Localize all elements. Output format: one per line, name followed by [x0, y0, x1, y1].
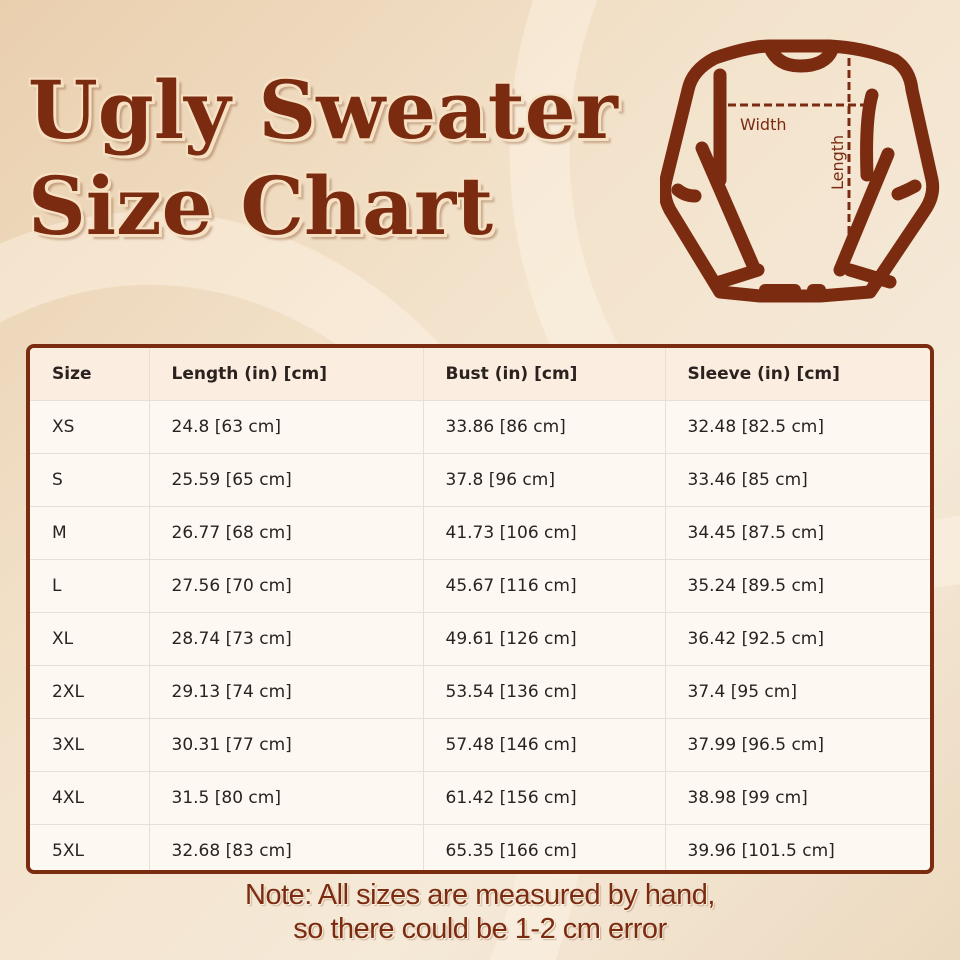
column-header: Length (in) [cm] — [148, 348, 424, 401]
table-row: 4XL 31.5 [80 cm] 61.42 [156 cm] 38.98 [99 c… — [30, 771, 930, 825]
table-row: XL 28.74 [73 cm] 49.61 [126 cm] 36.42 [92.5… — [30, 612, 930, 666]
table-cell: 37.8 [96 cm] — [422, 453, 666, 507]
note-line-1: Note: All sizes are measured by hand, — [245, 879, 715, 911]
table-cell: XL — [30, 612, 150, 666]
table-cell: 45.67 [116 cm] — [422, 559, 666, 613]
measurement-note: Note: All sizes are measured by hand, so… — [0, 878, 960, 946]
table-cell: 38.98 [99 cm] — [664, 771, 930, 825]
table-row: 3XL 30.31 [77 cm] 57.48 [146 cm] 37.99 [96.… — [30, 718, 930, 772]
table-cell: 32.48 [82.5 cm] — [664, 400, 930, 454]
page-title: Ugly Sweater Size Chart — [28, 62, 618, 254]
table-cell: S — [30, 453, 150, 507]
title-line-1: Ugly Sweater — [28, 63, 618, 157]
table-cell: 24.8 [63 cm] — [148, 400, 424, 454]
sweater-icon: Width Length — [660, 39, 940, 303]
table-cell: 3XL — [30, 718, 150, 772]
table-cell: 4XL — [30, 771, 150, 825]
table-cell: 65.35 [166 cm] — [422, 824, 666, 870]
table-cell: 25.59 [65 cm] — [148, 453, 424, 507]
table-cell: 39.96 [101.5 cm] — [664, 824, 930, 870]
table-row: M 26.77 [68 cm] 41.73 [106 cm] 34.45 [87.5 … — [30, 506, 930, 560]
table-row: XS 24.8 [63 cm] 33.86 [86 cm] 32.48 [82.5 c… — [30, 400, 930, 454]
table-header-row: Size Length (in) [cm] Bust (in) [cm] Sleeve… — [30, 348, 930, 401]
column-header: Size — [30, 348, 150, 401]
table-cell: 33.46 [85 cm] — [664, 453, 930, 507]
table-cell: 29.13 [74 cm] — [148, 665, 424, 719]
table-cell: XS — [30, 400, 150, 454]
table-cell: 37.4 [95 cm] — [664, 665, 930, 719]
size-table: Size Length (in) [cm] Bust (in) [cm] Sleeve… — [26, 344, 934, 874]
table-cell: 31.5 [80 cm] — [148, 771, 424, 825]
table-cell: 49.61 [126 cm] — [422, 612, 666, 666]
table-row: 2XL 29.13 [74 cm] 53.54 [136 cm] 37.4 [95 c… — [30, 665, 930, 719]
width-label: Width — [740, 115, 786, 134]
table-cell: 32.68 [83 cm] — [148, 824, 424, 870]
table-row: 5XL 32.68 [83 cm] 65.35 [166 cm] 39.96 [101… — [30, 824, 930, 870]
table-cell: 28.74 [73 cm] — [148, 612, 424, 666]
table-row: S 25.59 [65 cm] 37.8 [96 cm] 33.46 [85 cm] — [30, 453, 930, 507]
table-cell: 35.24 [89.5 cm] — [664, 559, 930, 613]
table-cell: 53.54 [136 cm] — [422, 665, 666, 719]
table-cell: 33.86 [86 cm] — [422, 400, 666, 454]
table-cell: 36.42 [92.5 cm] — [664, 612, 930, 666]
column-header: Bust (in) [cm] — [422, 348, 666, 401]
table-cell: 41.73 [106 cm] — [422, 506, 666, 560]
table-cell: 57.48 [146 cm] — [422, 718, 666, 772]
table-cell: 61.42 [156 cm] — [422, 771, 666, 825]
table-cell: 2XL — [30, 665, 150, 719]
title-line-2: Size Chart — [28, 159, 494, 253]
note-line-2: so there could be 1-2 cm error — [293, 913, 667, 945]
table-cell: M — [30, 506, 150, 560]
table-cell: 27.56 [70 cm] — [148, 559, 424, 613]
table-cell: 5XL — [30, 824, 150, 870]
table-cell: 30.31 [77 cm] — [148, 718, 424, 772]
table-cell: 37.99 [96.5 cm] — [664, 718, 930, 772]
length-label: Length — [828, 135, 847, 190]
table-row: L 27.56 [70 cm] 45.67 [116 cm] 35.24 [89.5 … — [30, 559, 930, 613]
table-cell: L — [30, 559, 150, 613]
column-header: Sleeve (in) [cm] — [664, 348, 930, 401]
table-cell: 34.45 [87.5 cm] — [664, 506, 930, 560]
table-cell: 26.77 [68 cm] — [148, 506, 424, 560]
